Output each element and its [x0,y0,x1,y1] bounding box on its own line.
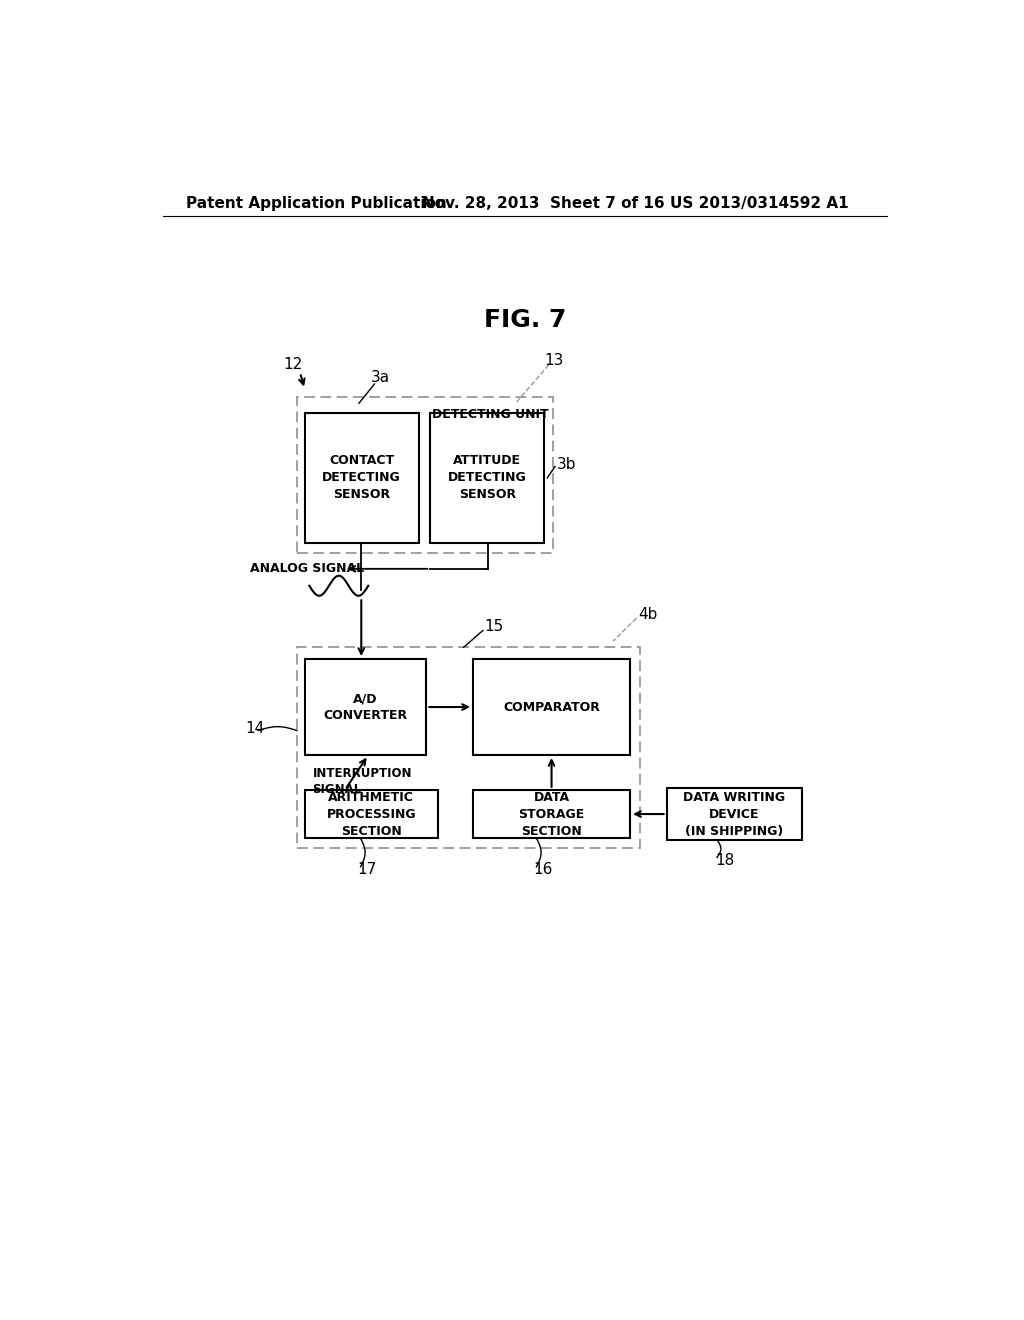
Text: FIG. 7: FIG. 7 [483,308,566,333]
Text: INTERRUPTION
SIGNAL: INTERRUPTION SIGNAL [312,767,412,796]
Text: 16: 16 [534,862,553,878]
FancyBboxPatch shape [473,789,630,838]
Text: ANALOG SIGNAL: ANALOG SIGNAL [250,562,364,576]
Text: ARITHMETIC
PROCESSING
SECTION: ARITHMETIC PROCESSING SECTION [327,791,416,838]
Text: A/D
CONVERTER: A/D CONVERTER [324,692,408,722]
Text: 3a: 3a [371,371,390,385]
Text: DETECTING UNIT: DETECTING UNIT [432,408,549,421]
FancyBboxPatch shape [305,789,438,838]
Text: 18: 18 [716,853,734,869]
Text: CONTACT
DETECTING
SENSOR: CONTACT DETECTING SENSOR [323,454,401,502]
FancyBboxPatch shape [430,412,544,544]
Text: 12: 12 [283,358,302,372]
Text: 15: 15 [484,619,504,634]
FancyBboxPatch shape [667,788,802,840]
Text: 17: 17 [357,862,377,878]
FancyBboxPatch shape [305,659,426,755]
Text: DATA WRITING
DEVICE
(IN SHIPPING): DATA WRITING DEVICE (IN SHIPPING) [683,791,785,838]
FancyBboxPatch shape [473,659,630,755]
Text: 13: 13 [544,352,563,368]
FancyBboxPatch shape [305,412,419,544]
Text: Nov. 28, 2013  Sheet 7 of 16: Nov. 28, 2013 Sheet 7 of 16 [423,195,666,211]
Text: US 2013/0314592 A1: US 2013/0314592 A1 [671,195,849,211]
Text: 3b: 3b [557,457,577,473]
Text: Patent Application Publication: Patent Application Publication [186,195,446,211]
Text: 14: 14 [246,721,265,735]
Text: 4b: 4b [638,607,657,622]
Text: DATA
STORAGE
SECTION: DATA STORAGE SECTION [518,791,585,838]
Text: ATTITUDE
DETECTING
SENSOR: ATTITUDE DETECTING SENSOR [447,454,526,502]
Text: COMPARATOR: COMPARATOR [503,701,600,714]
